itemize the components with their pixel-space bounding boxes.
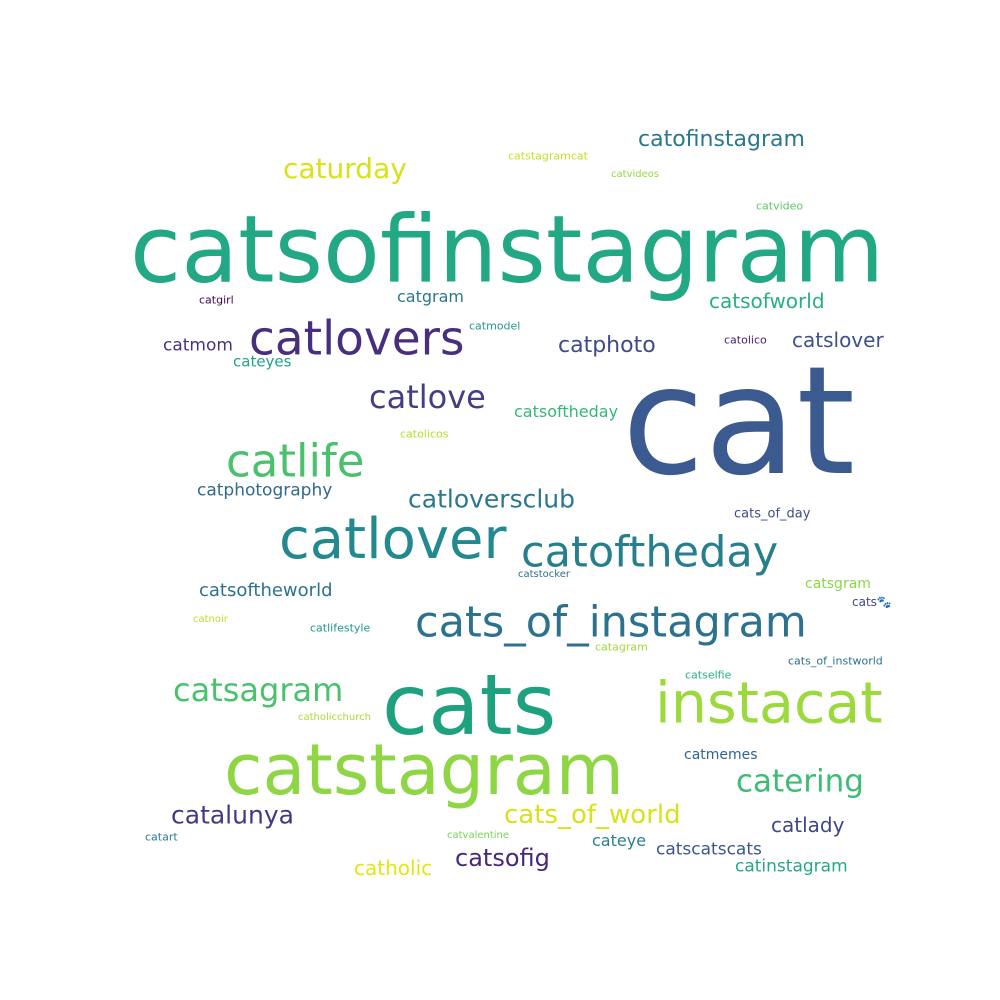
word-catsagram: catsagram (173, 671, 344, 709)
word-catart: catart (145, 830, 178, 844)
word-catloversclub: catloversclub (408, 484, 575, 514)
word-catalunya: catalunya (171, 800, 294, 830)
word-catholic: catholic (354, 856, 433, 880)
word-catslover: catslover (792, 328, 884, 352)
word-catvideos: catvideos (611, 169, 660, 180)
word-catlife: catlife (226, 434, 365, 488)
word-catlifestyle: catlifestyle (310, 621, 371, 635)
word-catselfie: catselfie (685, 668, 732, 682)
word-catvideo: catvideo (756, 199, 804, 213)
word-cat: cat (622, 335, 856, 509)
word-catinstagram: catinstagram (735, 856, 848, 877)
word-catoftheday: catoftheday (521, 527, 779, 578)
word-cats: cats (382, 656, 557, 754)
word-cats: cats🐾 (852, 595, 892, 609)
word-caturday: caturday (283, 152, 407, 185)
word-catgram: catgram (397, 287, 464, 306)
word-catstocker: catstocker (518, 569, 570, 580)
word-catlovers: catlovers (249, 311, 465, 367)
word-catholicchurch: catholicchurch (298, 712, 371, 723)
word-cats-of-world: cats_of_world (504, 800, 681, 830)
word-catmodel: catmodel (469, 319, 521, 333)
word-catsofig: catsofig (455, 844, 550, 872)
word-catlady: catlady (771, 813, 845, 837)
word-catscatscats: catscatscats (656, 839, 762, 860)
word-cats-of-instworld: cats_of_instworld (788, 654, 883, 668)
word-catolicos: catolicos (400, 427, 449, 441)
word-catolico: catolico (724, 333, 767, 347)
word-catofinstagram: catofinstagram (638, 127, 805, 152)
word-catstagram: catstagram (224, 729, 624, 811)
word-cateye: cateye (592, 831, 647, 850)
word-instacat: instacat (655, 670, 883, 737)
word-catstagramcat: catstagramcat (508, 149, 588, 163)
word-catmom: catmom (163, 335, 233, 356)
word-catsofworld: catsofworld (709, 289, 825, 313)
word-catsgram: catsgram (805, 576, 871, 592)
word-catlover: catlover (279, 507, 507, 572)
word-catsoftheday: catsoftheday (514, 402, 619, 421)
word-cats-of-day: cats_of_day (734, 506, 811, 522)
word-catgirl: catgirl (199, 293, 234, 307)
word-catagram: catagram (595, 640, 648, 654)
word-catnoir: catnoir (193, 614, 228, 625)
word-catphotography: catphotography (197, 480, 333, 501)
word-catsofinstagram: catsofinstagram (130, 195, 885, 304)
word-catering: catering (736, 763, 864, 800)
word-catvalentine: catvalentine (447, 830, 510, 841)
word-catlove: catlove (369, 378, 486, 416)
word-cats-of-instagram: cats_of_instagram (415, 597, 807, 648)
word-catsoftheworld: catsoftheworld (199, 580, 333, 601)
word-cateyes: cateyes (233, 352, 292, 371)
word-catphoto: catphoto (558, 333, 656, 358)
word-catmemes: catmemes (684, 747, 758, 763)
